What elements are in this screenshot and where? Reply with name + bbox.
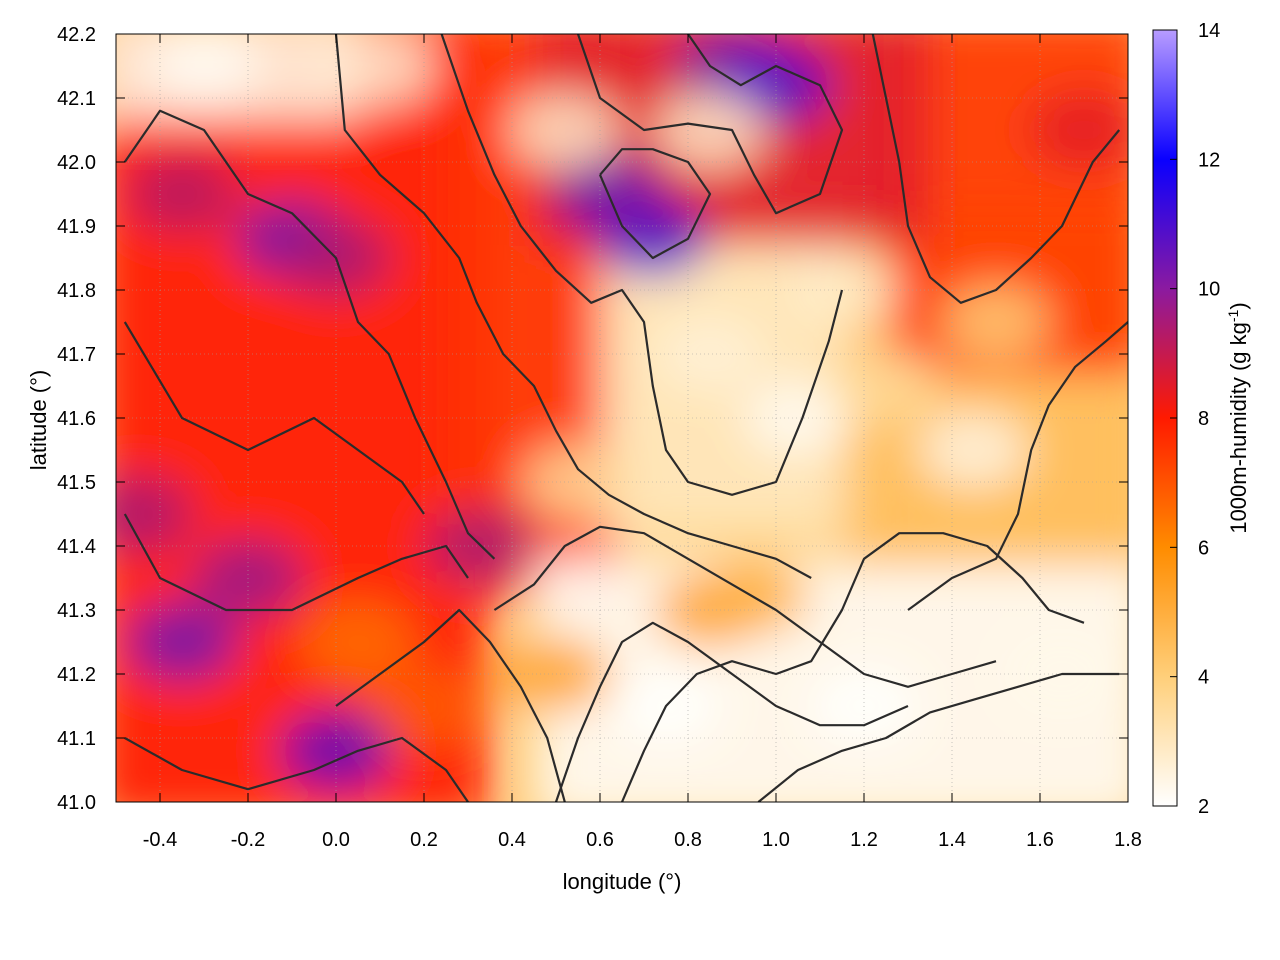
y-tick-label: 41.4 [57,536,96,558]
contour-line [620,532,1085,802]
contour-line [123,109,496,560]
colorbar-tick-label: 4 [1198,667,1209,689]
x-tick-label: 1.4 [938,829,966,851]
plot-area [115,33,1129,803]
colorbar-label: 1000m-humidity (g kg-1) [1225,302,1251,533]
contour-line [576,34,844,215]
contour-line [757,672,1120,802]
x-tick-label: 1.2 [850,829,878,851]
contour-line [493,525,997,688]
colorbar-tick-label: 2 [1198,796,1209,818]
contour-line [598,148,712,260]
heatmap-feature [743,380,853,456]
y-tick-label: 41.7 [57,344,96,366]
x-tick-label: 1.8 [1114,829,1142,851]
y-tick-label: 41.5 [57,472,96,494]
contour-line [871,34,1121,304]
y-tick-label: 41.0 [57,792,96,814]
contour-line [334,34,812,579]
heatmap-feature [149,34,259,104]
y-tick-label: 41.8 [57,280,96,302]
x-tick-label: 0.4 [498,829,526,851]
contour-line [554,621,909,802]
y-tick-label: 41.6 [57,408,96,430]
contour-line [123,321,425,515]
colorbar-tick-label: 12 [1198,149,1220,171]
x-tick-label: -0.2 [231,829,265,851]
y-tick-label: 42.2 [57,24,96,46]
y-tick-label: 42.1 [57,88,96,110]
colorbar-tick-label: 10 [1198,279,1220,301]
heatmap-feature [523,444,633,520]
colorbar: 2 4 6 8 10 12 14 1000m-humidity (g kg-1) [1152,20,1251,818]
y-tick-label: 42.0 [57,152,96,174]
x-tick-label: 1.0 [762,829,790,851]
x-tick-label: 0.2 [410,829,438,851]
heatmap-feature [127,156,237,232]
heatmap-feature [1029,92,1128,168]
x-tick-label: 0.6 [586,829,614,851]
y-axis-tick-labels: 41.0 41.1 41.2 41.3 41.4 41.5 41.6 41.7 41.8 41.9… [57,24,96,814]
contour-line [335,608,566,802]
contour-line [124,736,469,802]
x-tick-label: -0.4 [143,829,177,851]
heatmap-feature [127,604,237,680]
heatmap-feature [325,34,435,104]
axis-tick-marks [116,33,1129,803]
x-tick-label: 0.0 [322,829,350,851]
heatmap-feature [303,604,413,680]
colorbar-tick-label: 8 [1198,408,1209,430]
humidity-heatmap [116,34,1128,802]
x-tick-label: 1.6 [1026,829,1054,851]
heatmap-feature [655,316,765,392]
contour-lines [123,34,1128,802]
x-tick-label: 0.8 [674,829,702,851]
plot-frame [115,33,1129,803]
colorbar-tick-label: 14 [1198,20,1220,42]
colorbar-label-main: 1000m-humidity (g kg [1226,322,1251,534]
contour-line [123,513,469,612]
x-axis-tick-labels: -0.4 -0.2 0.0 0.2 0.4 0.6 0.8 1.0 1.2 1.4 1.6 1.8 [143,829,1142,851]
colorbar-tick-label: 6 [1198,537,1209,559]
heatmap-feature [116,476,193,552]
colorbar-ticks: 2 4 6 8 10 12 14 [1170,20,1220,818]
y-tick-label: 41.3 [57,600,96,622]
y-tick-label: 41.1 [57,728,96,750]
heatmap-feature [655,92,765,168]
x-axis-label: longitude (°) [563,869,682,894]
heatmap-feature [831,348,941,424]
y-axis-label: latitude (°) [26,370,51,471]
heatmap-feature [941,284,1051,360]
heatmap-feature [509,92,620,168]
heatmap-field [116,34,1128,802]
y-tick-label: 41.2 [57,664,96,686]
contour-line [440,34,844,496]
colorbar-label-close: ) [1226,302,1251,309]
heatmap-feature [919,412,1029,488]
y-tick-label: 41.9 [57,216,96,238]
contour-line [907,321,1128,611]
colorbar-label-exponent: -1 [1225,309,1241,322]
